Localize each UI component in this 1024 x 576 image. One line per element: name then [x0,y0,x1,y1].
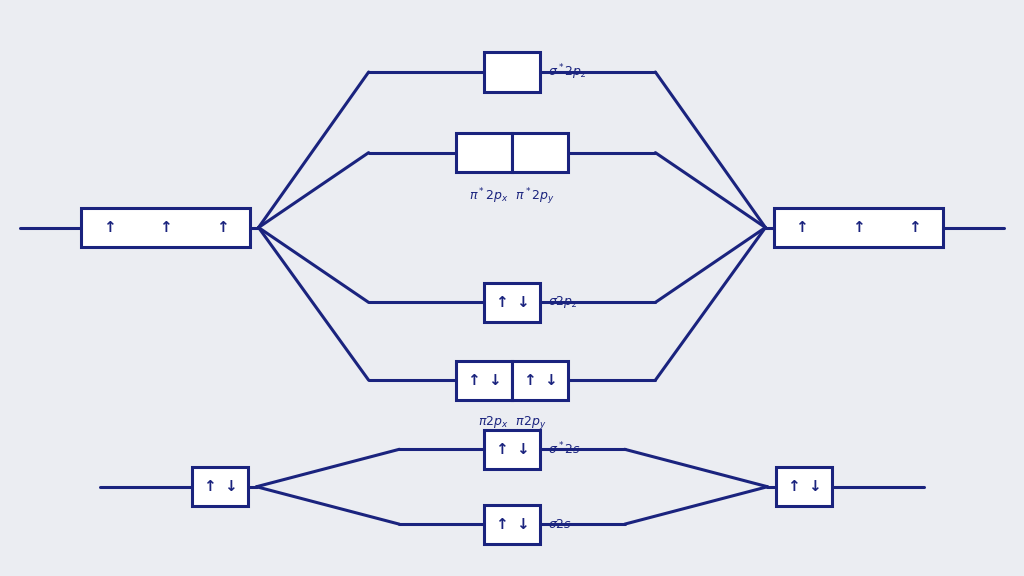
Text: ↓: ↓ [808,479,820,494]
Text: ↑: ↑ [467,373,480,388]
Bar [512,133,568,172]
Text: $\sigma^*2s$: $\sigma^*2s$ [549,441,582,457]
Bar [483,430,541,469]
Text: ↑: ↑ [908,220,921,235]
Text: ↓: ↓ [516,517,528,532]
Text: ↑: ↑ [787,479,800,494]
Text: ↓: ↓ [224,479,237,494]
Text: ↑: ↑ [523,373,537,388]
Bar [82,208,250,247]
Text: $\pi2p_x$  $\pi2p_y$: $\pi2p_x$ $\pi2p_y$ [478,414,546,431]
Text: ↑: ↑ [796,220,808,235]
Bar [483,505,541,544]
Text: $\pi^*2p_x$  $\pi^*2p_y$: $\pi^*2p_x$ $\pi^*2p_y$ [469,187,555,207]
Bar [774,208,942,247]
Text: ↑: ↑ [103,220,116,235]
Bar [483,52,541,92]
Text: $\sigma2s$: $\sigma2s$ [549,518,572,530]
Text: ↑: ↑ [160,220,172,235]
Text: ↓: ↓ [516,295,528,310]
Bar [483,283,541,322]
Text: ↑: ↑ [216,220,228,235]
Text: $\sigma2p_z$: $\sigma2p_z$ [549,294,579,310]
Text: ↓: ↓ [516,442,528,457]
Text: ↑: ↑ [204,479,216,494]
Text: $\sigma^*2p_z$: $\sigma^*2p_z$ [549,62,588,82]
Text: ↑: ↑ [496,295,508,310]
Text: ↑: ↑ [852,220,864,235]
Text: ↓: ↓ [487,373,501,388]
Bar [776,467,833,506]
Text: ↑: ↑ [496,517,508,532]
Bar [193,467,248,506]
Bar [512,361,568,400]
Text: ↑: ↑ [496,442,508,457]
Bar [456,361,512,400]
Bar [456,133,512,172]
Text: ↓: ↓ [544,373,557,388]
